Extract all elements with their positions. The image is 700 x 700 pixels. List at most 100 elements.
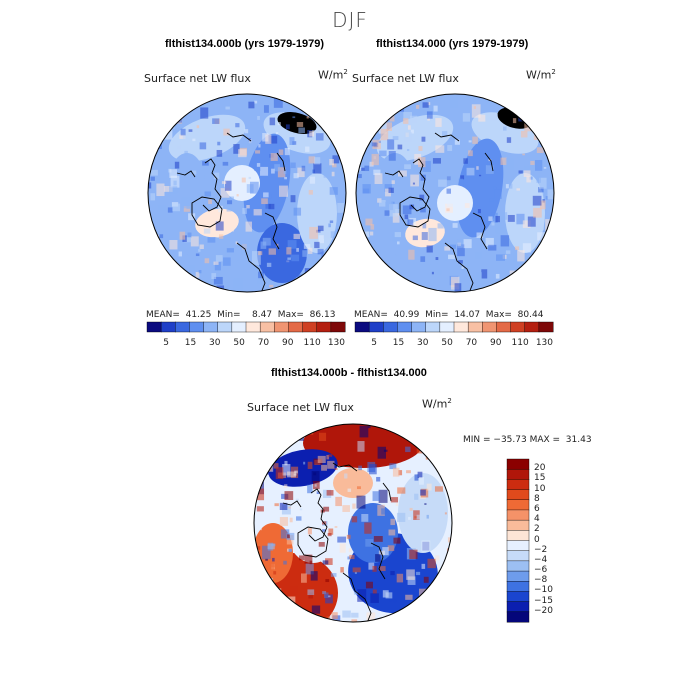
coastline <box>176 170 196 178</box>
field-cell <box>192 170 197 175</box>
field-cell <box>317 455 326 463</box>
field-cell <box>414 153 422 165</box>
field-cell <box>148 94 154 102</box>
field-cell <box>387 290 394 292</box>
coastline <box>410 158 430 212</box>
field-cell <box>519 284 526 292</box>
field-cell <box>530 160 535 165</box>
field-cell <box>315 133 324 141</box>
field-cell <box>307 461 313 469</box>
panel-1-title: flthist134.000b (yrs 1979-1979) <box>165 38 324 50</box>
field-cell <box>356 495 366 509</box>
field-cell <box>307 247 313 254</box>
field-cell <box>413 510 420 521</box>
field-cell <box>148 97 150 100</box>
field-cell <box>529 259 533 261</box>
field-cell <box>299 555 305 561</box>
field-cell <box>431 271 434 275</box>
field-cell <box>545 196 548 200</box>
field-cell <box>362 231 370 238</box>
field-cell <box>316 229 321 233</box>
field-cell <box>349 554 355 560</box>
field-cell <box>522 153 525 156</box>
colorbar-swatch <box>302 321 318 333</box>
field-cell <box>337 202 344 213</box>
field-cell <box>201 94 207 97</box>
field-cell <box>184 150 188 156</box>
field-cell <box>213 276 223 285</box>
field-cell <box>364 522 372 534</box>
field-cell <box>363 283 370 290</box>
colorbar-swatch <box>506 479 530 491</box>
field-cell <box>255 150 261 154</box>
field-cell <box>476 232 484 238</box>
field-cell <box>445 451 452 462</box>
field-cell <box>378 566 386 572</box>
field-cell <box>445 203 453 213</box>
field-cell <box>198 249 201 252</box>
field-cell <box>308 592 313 599</box>
field-cell <box>478 174 482 177</box>
field-cell <box>287 240 297 249</box>
field-cell <box>356 127 360 131</box>
colorbar-swatch <box>330 321 346 333</box>
field-cell <box>226 208 232 212</box>
field-cell <box>447 432 451 437</box>
field-cell <box>287 471 296 478</box>
field-cell <box>173 180 177 186</box>
field-cell <box>383 449 388 452</box>
field-cell <box>262 237 271 246</box>
colorbar-swatch <box>288 321 304 333</box>
field-cell <box>204 258 210 264</box>
field-cell <box>533 207 542 218</box>
field-cell <box>505 184 510 189</box>
colorbar-swatch <box>506 550 530 562</box>
field-cell <box>284 605 293 617</box>
field-cell <box>244 129 249 134</box>
field-cell <box>163 186 173 192</box>
field-cell <box>353 591 358 595</box>
field-cell <box>212 291 220 292</box>
field-cell <box>410 438 413 441</box>
field-cell <box>378 140 381 144</box>
field-cell <box>228 196 234 202</box>
field-cell <box>179 231 186 240</box>
field-cell <box>406 470 411 474</box>
field-cell <box>331 612 338 619</box>
field-cell <box>412 235 418 241</box>
field-cell <box>254 432 262 441</box>
field-cell <box>181 197 190 209</box>
colorbar-tick-label: 70 <box>257 338 270 348</box>
colorbar-tick-label: 0 <box>534 534 540 545</box>
colorbar-swatch <box>538 321 554 333</box>
field-cell <box>182 135 186 139</box>
field-cell <box>176 145 181 149</box>
panel-1-stats: MEAN= 41.25 Min= 8.47 Max= 86.13 <box>146 310 336 320</box>
field-cell <box>334 526 338 528</box>
field-cell <box>453 460 462 469</box>
field-cell <box>392 467 400 477</box>
field-cell <box>422 223 427 229</box>
field-cell <box>258 251 263 256</box>
field-cell <box>361 167 365 171</box>
field-cell <box>438 179 447 187</box>
field-cell <box>427 117 430 121</box>
coastline <box>382 482 392 502</box>
field-cell <box>489 114 498 122</box>
field-cell <box>235 123 240 128</box>
field-cell <box>462 113 471 122</box>
colorbar-swatch <box>383 321 398 333</box>
field-region <box>377 153 413 213</box>
field-cell <box>159 234 164 239</box>
field-cell <box>489 198 494 202</box>
field-cell <box>337 536 347 543</box>
field-cell <box>409 115 418 124</box>
field-cell <box>292 116 296 119</box>
colorbar-swatch <box>274 321 289 333</box>
field-cell <box>248 176 252 179</box>
field-cell <box>454 283 462 292</box>
field-cell <box>262 545 271 560</box>
colorbar-tick-label: 15 <box>392 338 405 348</box>
field-cell <box>389 463 397 470</box>
field-cell <box>326 290 330 292</box>
